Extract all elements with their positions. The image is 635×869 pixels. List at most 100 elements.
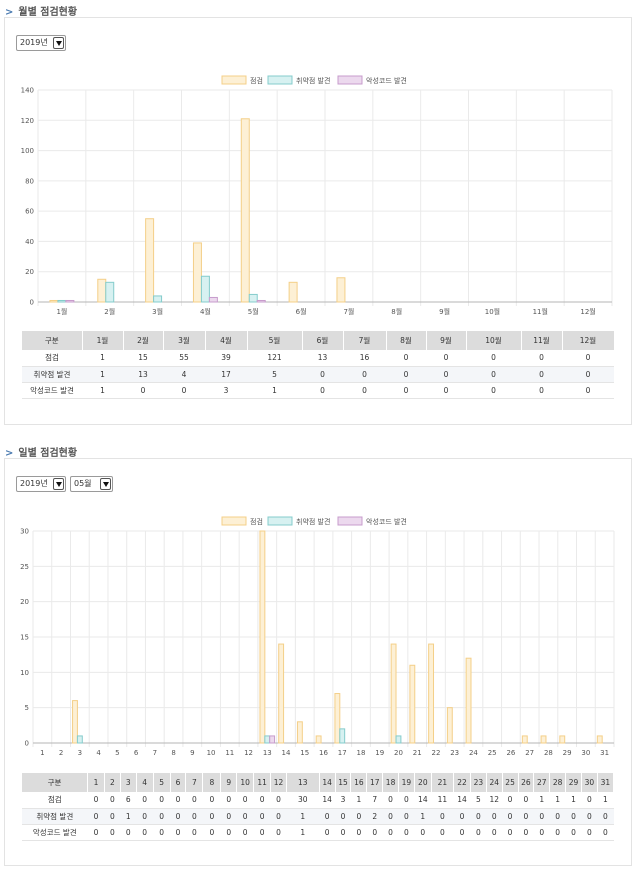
- table-cell: 0: [398, 808, 415, 825]
- chevron-down-icon[interactable]: [100, 478, 111, 490]
- bar: [264, 735, 271, 744]
- bar: [105, 281, 115, 303]
- table-cell: 1: [565, 792, 582, 809]
- table-header-cell: 4월: [205, 331, 248, 350]
- table-cell: 0: [518, 808, 534, 825]
- table-cell: 0: [185, 808, 203, 825]
- legend-label: 취약점 발견: [296, 517, 330, 526]
- bar: [288, 281, 298, 303]
- table-cell: 0: [470, 808, 487, 825]
- table-cell: 0: [170, 792, 186, 809]
- table-cell: 0: [319, 808, 336, 825]
- bar: [596, 735, 603, 744]
- table-header-cell: 9: [220, 773, 238, 792]
- table-cell: 0: [185, 824, 203, 841]
- table-cell: 0: [466, 366, 521, 383]
- table-header-cell: 26: [518, 773, 535, 792]
- table-cell: 1: [286, 824, 320, 841]
- legend-label: 악성코드 발견: [366, 517, 407, 526]
- table-cell: 39: [205, 350, 247, 367]
- table-cell: 0: [136, 808, 154, 825]
- bar: [428, 643, 435, 744]
- table-cell: 0: [350, 824, 367, 841]
- x-tick-label: 3월: [152, 307, 163, 316]
- table-cell: 0: [597, 824, 614, 841]
- table-cell: 1: [549, 792, 566, 809]
- y-tick-label: 20: [20, 598, 29, 606]
- table-header-cell: 25: [502, 773, 519, 792]
- table-cell: 0: [220, 792, 237, 809]
- daily-month-select[interactable]: 05월: [70, 476, 113, 492]
- chevron-right-icon: >: [5, 448, 14, 459]
- table-header-cell: 2월: [123, 331, 164, 350]
- monthly-year-select[interactable]: 2019년: [16, 35, 66, 51]
- daily-year-select[interactable]: 2019년: [16, 476, 66, 492]
- legend-swatch: [221, 516, 247, 526]
- table-cell: 0: [426, 382, 466, 399]
- bar: [521, 735, 528, 744]
- x-tick-label: 11: [225, 749, 234, 757]
- y-tick-label: 0: [30, 299, 34, 307]
- table-header-cell: 6월: [302, 331, 344, 350]
- chevron-down-icon[interactable]: [53, 478, 64, 490]
- x-tick-label: 27: [525, 749, 534, 757]
- table-cell: 0: [136, 824, 154, 841]
- table-header-cell: 12월: [562, 331, 615, 350]
- bar: [334, 693, 341, 744]
- table-cell: 0: [153, 792, 171, 809]
- x-tick-label: 2: [59, 749, 63, 757]
- table-cell: 0: [87, 824, 105, 841]
- y-tick-label: 20: [25, 268, 34, 276]
- table-cell: 0: [426, 350, 466, 367]
- chevron-down-icon[interactable]: [53, 37, 64, 49]
- bar: [446, 707, 453, 744]
- table-cell: 0: [453, 824, 471, 841]
- table-cell: 0: [220, 808, 237, 825]
- table-cell: 0: [386, 350, 426, 367]
- table-header-cell: 27: [533, 773, 551, 792]
- table-cell: 1: [597, 792, 614, 809]
- table-cell: 0: [270, 824, 287, 841]
- bar: [65, 299, 75, 303]
- table-cell: 121: [247, 350, 302, 367]
- bar: [72, 700, 78, 744]
- bar: [259, 530, 266, 744]
- table-header-cell: 1월: [82, 331, 124, 350]
- monthly-bar-chart: 점검 취약점 발견 악성코드 발견 0 20 40 60 80 100 120 140 1월 2월 3월 4…: [21, 75, 613, 316]
- x-tick-label: 16: [319, 749, 328, 757]
- bar: [395, 735, 402, 744]
- x-tick-label: 24: [469, 749, 478, 757]
- table-cell: 13: [302, 350, 343, 367]
- table-cell: 0: [270, 792, 287, 809]
- x-tick-label: 2월: [104, 307, 115, 316]
- table-cell: 0: [253, 824, 271, 841]
- table-cell: 0: [382, 808, 399, 825]
- bar: [145, 218, 155, 303]
- table-cell: 0: [350, 808, 367, 825]
- y-tick-label: 30: [20, 528, 29, 536]
- table-header-cell: 8월: [386, 331, 427, 350]
- table-cell: 0: [562, 382, 614, 399]
- table-cell: 15: [123, 350, 163, 367]
- table-header-cell: 3월: [163, 331, 206, 350]
- y-tick-label: 25: [20, 563, 29, 571]
- table-row: 악성코드 발견 0 0 0 0 0 0 0 0 0 0 0 0 1 0 0 0 0 0 0 0 0 0 0 0 0 0 0 0 0 0 0: [22, 824, 614, 841]
- x-tick-label: 14: [282, 749, 291, 757]
- table-cell: 0: [549, 808, 566, 825]
- table-cell: 0: [202, 824, 221, 841]
- table-header-cell: 구분: [22, 773, 89, 792]
- table-cell: 0: [565, 824, 582, 841]
- table-header-cell: 20: [414, 773, 432, 792]
- x-tick-label: 7: [153, 749, 157, 757]
- table-cell: 0: [533, 808, 550, 825]
- table-header-cell: 3: [120, 773, 137, 792]
- table-cell: 0: [236, 792, 254, 809]
- bar: [390, 643, 397, 744]
- bar: [269, 735, 276, 744]
- bar: [278, 643, 285, 744]
- table-cell: 0: [565, 808, 582, 825]
- table-header-cell: 28: [549, 773, 567, 792]
- monthly-data-table: 구분 1월 2월 3월 4월 5월 6월 7월 8월 9월 10월 11월 12월 점검 1 15 55 39 1…: [22, 331, 615, 399]
- y-tick-label: 140: [21, 87, 34, 95]
- table-header-cell: 10: [236, 773, 255, 792]
